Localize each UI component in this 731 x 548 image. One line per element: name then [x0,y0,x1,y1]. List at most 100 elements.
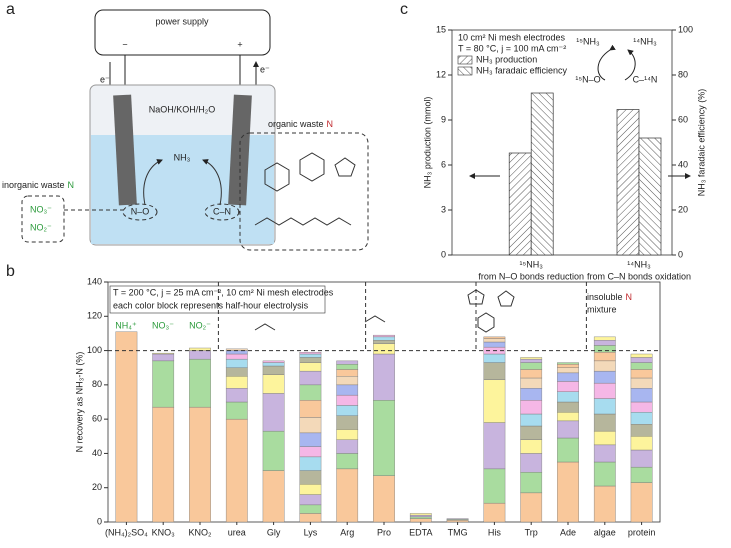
bar-segment [189,358,211,408]
bar-segment [299,484,322,495]
bar-segment [630,401,653,413]
bar-segment [557,437,579,463]
bar-segment [115,331,138,523]
power-label: power supply [155,16,209,26]
y2-tick-label: 20 [678,204,688,214]
ring [299,152,325,182]
bar-segment [630,424,653,437]
bar-segment [520,377,543,389]
x-tick-label: algae [594,527,616,537]
y-axis-label: NH₃ production (mmol) [422,97,432,189]
arrow [202,159,222,206]
bar-segment [336,429,359,440]
bar-segment [593,461,616,487]
bar-segment [483,422,506,470]
bar-segment [483,362,506,380]
product: NH₃ [174,152,191,162]
y2-tick-label: 100 [678,24,693,34]
panel-label: c [400,1,408,18]
group-label: NO₂⁻ [189,320,211,330]
x-tick-label: ¹⁴NH₃ [627,259,651,269]
x-tick-label: KNO₃ [152,527,176,537]
electrode [113,94,137,206]
label-n: N [626,292,633,302]
bar-segment [299,494,322,506]
bar-segment [557,401,579,413]
bar-segment [520,358,543,363]
x-tick-label: Ade [560,527,576,537]
bar-segment [373,343,395,355]
inset-text: ¹⁵N–O [575,74,600,84]
legend-swatch [457,55,473,65]
bar-segment [520,492,543,523]
label-n: N [327,119,334,129]
bar-segment [299,432,322,447]
bar-segment [262,365,285,375]
bar-segment [557,412,579,422]
bar-segment [557,381,579,392]
bar-segment [593,360,616,372]
bar-segment [593,398,616,415]
bar [616,109,640,256]
bar-segment [262,393,285,432]
x-tick-label: KNO₂ [189,527,213,537]
bar-segment [483,353,506,363]
bar-segment [557,391,579,403]
arrow [624,49,636,81]
plus: + [237,39,242,49]
bar-segment [262,470,285,523]
x-sublabel: from N–O bonds reduction [478,271,584,281]
bar-segment [483,341,506,348]
bar-segment [336,369,359,377]
bar-segment [593,444,616,463]
bar-segment [593,352,616,362]
bar-segment [446,520,469,523]
bar-segment [593,336,616,341]
bar-segment [630,357,653,363]
y2-tick-label: 0 [678,249,683,259]
note: T = 80 °C, j = 100 mA cm⁻² [458,43,566,53]
bar-segment [299,384,322,401]
bar-segment [593,382,616,399]
x-tick-label: urea [228,527,246,537]
bar-segment [630,466,653,483]
y-tick-label: 100 [87,345,102,355]
chain [254,323,276,331]
panel-b-decor: T = 200 °C, j = 25 mA cm⁻², 10 cm² Ni me… [109,285,633,333]
bar-segment [225,418,248,523]
inset-text: C–¹⁴N [633,74,658,84]
bar-segment [336,394,359,406]
x-sublabel: from C–N bonds oxidation [587,271,691,281]
bar-segment [557,364,579,368]
bar-segment [152,360,175,408]
bar-segment [409,513,432,516]
note-box [109,285,326,314]
y2-tick-label: 80 [678,69,688,79]
plot-frame [451,29,673,256]
bar-segment [336,468,359,523]
group-label: NO₃⁻ [152,320,174,330]
group-label: NH₄⁺ [115,320,137,330]
chain [254,217,352,226]
note: each color block represents half-hour el… [113,300,309,310]
bar-segment [557,367,579,374]
bar-segment [593,430,616,446]
bar-segment [299,513,322,523]
bar-segment [483,502,506,523]
bar-segment [262,430,285,471]
bar-segment [299,370,322,386]
bar-segment [299,362,322,372]
bond-circle [122,203,158,221]
label-text: inorganic waste [2,180,65,190]
bar-segment [225,367,248,377]
power-box [94,9,271,56]
bar-segment [336,439,359,454]
panel-a: a power supply − + e⁻ e⁻ NaOH/KOH/H₂O NH… [2,1,369,251]
bar-segment [225,376,248,389]
bar-segment [225,350,248,355]
bar-segment [299,470,322,485]
y-tick-label: 80 [92,379,102,389]
bar-segment [520,400,543,415]
bar-segment [373,475,395,523]
